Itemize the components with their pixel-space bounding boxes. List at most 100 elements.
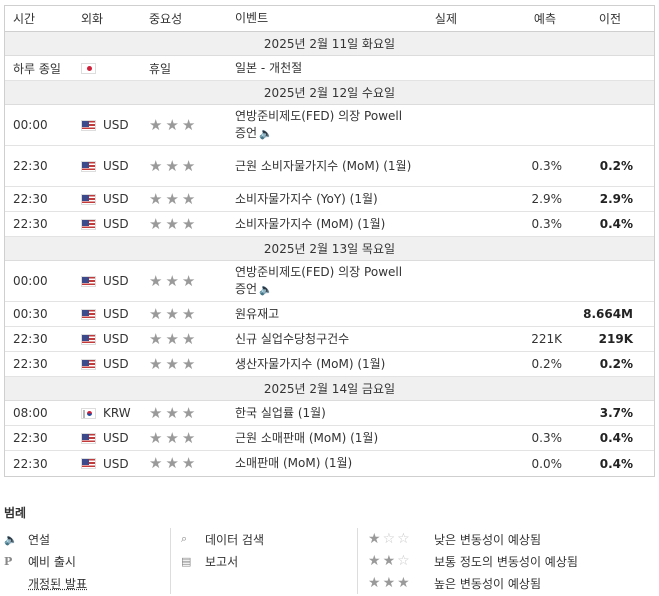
event-row[interactable]: 00:00 USD ★ ★ ★ 연방준비제도(FED) 의장 Powell 증언 🔈	[5, 105, 654, 146]
header-actual: 실제	[434, 12, 457, 26]
event-name[interactable]: 생산자물가지수 (MoM) (1월)	[228, 356, 413, 373]
event-previous: 0.4%	[599, 217, 633, 231]
event-importance: ★ ★ ★	[143, 306, 228, 322]
star-icon: ★	[181, 156, 196, 175]
legend-item: 개정된 발표	[4, 572, 170, 594]
event-name-text[interactable]: 일본 - 개천절	[235, 60, 303, 75]
star-icon: ★	[165, 156, 179, 175]
event-name[interactable]: 신규 실업수당청구건수	[228, 331, 413, 348]
event-name-text[interactable]: 연방준비제도(FED) 의장 Powell 증언	[235, 265, 403, 296]
star-icon: ★	[165, 454, 179, 472]
legend-label: 데이터 검색	[205, 532, 265, 547]
preliminary-icon: P	[4, 554, 13, 568]
event-row[interactable]: 22:30 USD ★ ★ ★ 생산자물가지수 (MoM) (1월) 0.2% 0.2%	[5, 352, 654, 377]
event-time: 00:00	[13, 118, 48, 132]
star-icon: ★	[181, 403, 196, 422]
star-icon: ★	[181, 115, 196, 134]
event-time: 22:30	[13, 357, 48, 371]
flag-us-icon	[81, 218, 96, 230]
event-previous: 2.9%	[599, 192, 633, 206]
star-icon: ★	[397, 575, 410, 591]
star-icon: ★	[149, 354, 163, 373]
table-body: 2025년 2월 11일 화요일 하루 종일 휴일 일본 - 개천절 2025년 2월 …	[5, 32, 654, 476]
event-currency: USD	[71, 431, 143, 445]
event-previous: 0.4%	[599, 456, 633, 471]
event-name[interactable]: 연방준비제도(FED) 의장 Powell 증언 🔈	[228, 264, 413, 298]
event-currency: KRW	[71, 406, 143, 420]
legend-column-markers: 🔈 연설 P 예비 출시 개정된 발표	[4, 528, 170, 594]
event-name-text[interactable]: 신규 실업수당청구건수	[235, 331, 350, 346]
header-time: 시간	[13, 12, 36, 26]
economic-calendar-table: 시간 외화 중요성 이벤트 실제 예측 이전 2025년 2월 11일 화요일 하…	[4, 5, 655, 477]
event-previous: 0.2%	[599, 357, 633, 371]
event-time: 00:30	[13, 307, 48, 321]
event-name[interactable]: 근원 소매판매 (MoM) (1월)	[228, 430, 413, 447]
legend-stars: ★ ★ ☆	[368, 554, 434, 568]
event-time: 00:00	[13, 274, 48, 288]
event-name-text[interactable]: 원유재고	[235, 306, 280, 321]
event-name[interactable]: 소매판매 (MoM) (1월)	[228, 455, 413, 472]
event-previous: 3.7%	[599, 406, 633, 420]
event-importance: ★ ★ ★	[143, 115, 228, 134]
event-row[interactable]: 22:30 USD ★ ★ ★ 소매판매 (MoM) (1월) 0.0% 0.4%	[5, 451, 654, 476]
event-name-text[interactable]: 근원 소비자물가지수 (MoM) (1월)	[235, 158, 412, 173]
legend-label: 연설	[28, 532, 51, 547]
event-name-text[interactable]: 소매판매 (MoM) (1월)	[235, 456, 353, 470]
star-icon: ★	[165, 428, 179, 447]
event-name-text[interactable]: 연방준비제도(FED) 의장 Powell 증언	[235, 109, 403, 140]
event-time: 22:30	[13, 159, 48, 173]
report-icon: ▤	[181, 554, 192, 568]
star-icon: ★	[382, 553, 396, 569]
event-name[interactable]: 한국 실업률 (1월)	[228, 405, 413, 422]
flag-kr-icon	[81, 407, 96, 419]
event-name-text[interactable]: 소비자물가지수 (MoM) (1월)	[235, 216, 386, 231]
event-name[interactable]: 일본 - 개천절	[228, 60, 413, 77]
legend-item: 🔈 연설	[4, 528, 170, 550]
data-search-icon: ⌕	[181, 532, 188, 545]
event-row[interactable]: 22:30 USD ★ ★ ★ 소비자물가지수 (YoY) (1월) 2.9% 2.9%	[5, 187, 654, 212]
event-currency: USD	[71, 357, 143, 371]
event-name-text[interactable]: 생산자물가지수 (MoM) (1월)	[235, 356, 386, 371]
event-row[interactable]: 22:30 USD ★ ★ ★ 근원 소매판매 (MoM) (1월) 0.3% 0.4%	[5, 426, 654, 451]
star-icon: ★	[165, 354, 179, 373]
event-row[interactable]: 00:00 USD ★ ★ ★ 연방준비제도(FED) 의장 Powell 증언 🔈	[5, 261, 654, 302]
event-importance: ★ ★ ★	[143, 156, 228, 175]
event-time: 22:30	[13, 332, 48, 346]
event-name[interactable]: 근원 소비자물가지수 (MoM) (1월)	[228, 158, 413, 175]
event-name[interactable]: 소비자물가지수 (YoY) (1월)	[228, 191, 413, 208]
legend-item: ★ ☆ ☆ 낮은 변동성이 예상됨	[368, 528, 647, 550]
event-name-text[interactable]: 소비자물가지수 (YoY) (1월)	[235, 191, 378, 206]
event-name[interactable]: 연방준비제도(FED) 의장 Powell 증언 🔈	[228, 108, 413, 142]
event-row[interactable]: 00:30 USD ★ ★ ★ 원유재고 8.664M	[5, 302, 654, 327]
currency-code: USD	[103, 274, 129, 288]
event-forecast: 0.2%	[531, 357, 563, 371]
event-time: 22:30	[13, 217, 48, 231]
event-row[interactable]: 22:30 USD ★ ★ ★ 신규 실업수당청구건수 221K 219K	[5, 327, 654, 352]
event-row[interactable]: 08:00 KRW ★ ★ ★ 한국 실업률 (1월) 3.7%	[5, 401, 654, 426]
legend-item: ★ ★ ★ 높은 변동성이 예상됨	[368, 572, 647, 594]
star-icon: ★	[165, 329, 179, 348]
event-row[interactable]: 22:30 USD ★ ★ ★ 근원 소비자물가지수 (MoM) (1월) 0.3% 0.2%	[5, 146, 654, 187]
star-icon: ☆	[397, 531, 410, 547]
star-icon: ★	[149, 115, 163, 134]
speaker-icon: 🔈	[259, 283, 273, 296]
star-icon: ★	[181, 354, 196, 373]
currency-code: USD	[103, 118, 129, 132]
star-icon: ★	[181, 214, 196, 233]
event-name-text[interactable]: 근원 소매판매 (MoM) (1월)	[235, 430, 379, 445]
event-importance: ★ ★ ★	[143, 329, 228, 348]
event-row[interactable]: 하루 종일 휴일 일본 - 개천절	[5, 56, 654, 81]
flag-jp-icon	[81, 62, 96, 74]
star-icon: ★	[149, 189, 163, 208]
event-importance: ★ ★ ★	[143, 214, 228, 233]
event-name[interactable]: 원유재고	[228, 306, 413, 323]
event-name-text[interactable]: 한국 실업률 (1월)	[235, 405, 326, 420]
event-name[interactable]: 소비자물가지수 (MoM) (1월)	[228, 216, 413, 233]
speaker-icon: 🔈	[4, 532, 18, 546]
event-row[interactable]: 22:30 USD ★ ★ ★ 소비자물가지수 (MoM) (1월) 0.3% 0.4%	[5, 212, 654, 237]
table-header: 시간 외화 중요성 이벤트 실제 예측 이전	[5, 6, 654, 32]
flag-us-icon	[81, 358, 96, 370]
event-currency: USD	[71, 192, 143, 206]
event-time: 22:30	[13, 431, 48, 445]
flag-us-icon	[81, 333, 96, 345]
